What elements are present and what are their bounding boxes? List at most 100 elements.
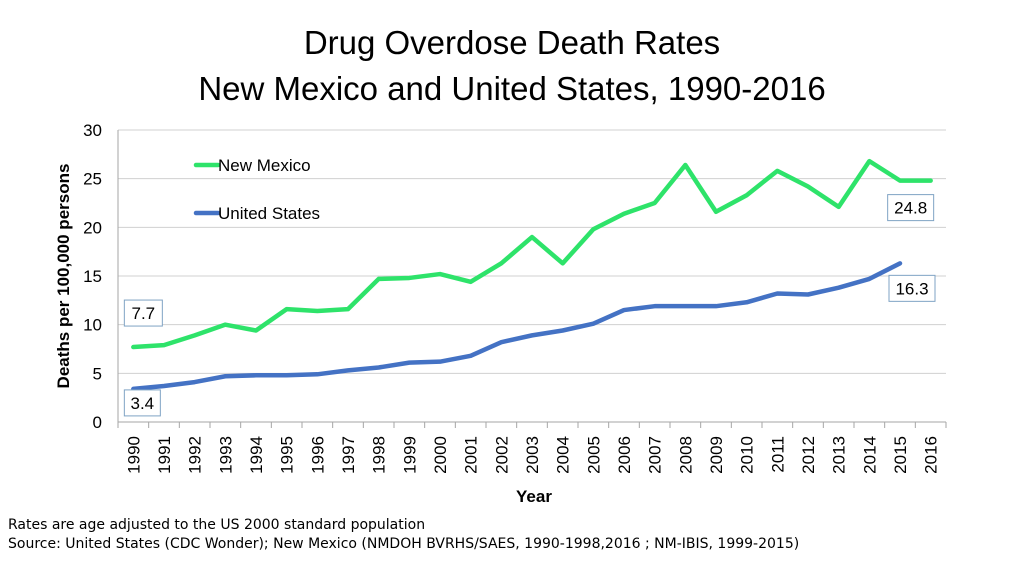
x-tick-label-2001: 2001: [462, 436, 481, 474]
x-tick-label-1998: 1998: [370, 436, 389, 474]
data-point-new-mexico: [713, 209, 719, 215]
legend-label-new-mexico: New Mexico: [218, 156, 311, 175]
data-point-united-states: [222, 373, 228, 379]
x-tick-label-2014: 2014: [860, 436, 879, 474]
x-tick-label-2016: 2016: [922, 436, 941, 474]
y-tick-label: 0: [93, 413, 102, 432]
data-point-united-states: [529, 332, 535, 338]
x-tick-label-2005: 2005: [584, 436, 603, 474]
data-point-united-states: [682, 303, 688, 309]
data-label: 7.7: [132, 304, 156, 323]
x-tick-label-1997: 1997: [339, 436, 358, 474]
x-tick-label-1996: 1996: [308, 436, 327, 474]
x-tick-label-2004: 2004: [554, 436, 573, 474]
data-point-united-states: [744, 299, 750, 305]
data-point-united-states: [345, 367, 351, 373]
data-point-united-states: [406, 360, 412, 366]
data-point-new-mexico: [652, 200, 658, 206]
x-tick-label-1991: 1991: [155, 436, 174, 474]
data-point-new-mexico: [406, 275, 412, 281]
data-point-new-mexico: [468, 279, 474, 285]
data-label-box: [123, 389, 161, 417]
data-point-united-states: [713, 303, 719, 309]
data-point-united-states: [560, 328, 566, 334]
data-point-new-mexico: [836, 204, 842, 210]
data-point-new-mexico: [161, 342, 167, 348]
data-point-united-states: [621, 307, 627, 313]
data-point-united-states: [253, 372, 259, 378]
data-point-united-states: [192, 379, 198, 385]
data-point-united-states: [866, 276, 872, 282]
data-point-united-states: [897, 260, 903, 266]
data-label: 24.8: [894, 199, 927, 218]
x-tick-label-2006: 2006: [615, 436, 634, 474]
data-point-new-mexico: [192, 332, 198, 338]
y-tick-label: 30: [83, 121, 102, 140]
x-tick-label-2015: 2015: [891, 436, 910, 474]
x-tick-label-2009: 2009: [707, 436, 726, 474]
data-point-new-mexico: [498, 260, 504, 266]
data-point-new-mexico: [345, 306, 351, 312]
data-point-new-mexico: [437, 271, 443, 277]
data-point-new-mexico: [805, 183, 811, 189]
y-tick-label: 20: [83, 218, 102, 237]
x-tick-label-2002: 2002: [492, 436, 511, 474]
series-line-united-states: [131, 261, 903, 392]
data-label-box: [887, 194, 935, 222]
x-tick-label-2011: 2011: [768, 436, 787, 473]
data-point-new-mexico: [253, 328, 259, 334]
data-point-new-mexico: [130, 344, 136, 350]
data-point-united-states: [805, 291, 811, 297]
x-tick-label-2003: 2003: [523, 436, 542, 474]
data-point-united-states: [590, 321, 596, 327]
data-label: 16.3: [895, 279, 928, 298]
x-tick-label-1990: 1990: [124, 436, 143, 474]
series-line-new-mexico: [131, 158, 933, 350]
x-tick-label-2012: 2012: [799, 436, 818, 474]
data-point-new-mexico: [744, 192, 750, 198]
y-tick-label: 25: [83, 170, 102, 189]
x-tick-label-2007: 2007: [646, 436, 665, 474]
data-point-united-states: [376, 364, 382, 370]
data-point-united-states: [437, 359, 443, 365]
data-point-new-mexico: [866, 158, 872, 164]
footnote-age-adjusted: Rates are age adjusted to the US 2000 st…: [8, 517, 426, 533]
x-tick-label-1993: 1993: [216, 436, 235, 474]
data-point-new-mexico: [314, 308, 320, 314]
y-axis-title: Deaths per 100,000 persons: [54, 164, 73, 389]
y-tick-label: 10: [83, 316, 102, 335]
data-point-united-states: [284, 372, 290, 378]
chart-title-line-2: New Mexico and United States, 1990-2016: [198, 70, 826, 107]
y-tick-label: 15: [83, 267, 102, 286]
data-point-united-states: [652, 303, 658, 309]
data-point-new-mexico: [897, 178, 903, 184]
data-point-united-states: [836, 285, 842, 291]
data-point-united-states: [774, 291, 780, 297]
data-point-united-states: [314, 371, 320, 377]
data-point-new-mexico: [682, 162, 688, 168]
data-label-box: [123, 299, 163, 327]
x-tick-label-1995: 1995: [278, 436, 297, 474]
data-point-new-mexico: [560, 260, 566, 266]
x-tick-label-1994: 1994: [247, 436, 266, 474]
data-point-new-mexico: [222, 322, 228, 328]
data-label: 3.4: [131, 394, 155, 413]
x-tick-label-2000: 2000: [431, 436, 450, 474]
data-point-united-states: [161, 383, 167, 389]
line-chart: 0 5 10 15 20 25 30 1990 1991 1992 1993 1994 1995 1996…: [54, 121, 947, 506]
x-tick-label-2013: 2013: [830, 436, 849, 474]
x-tick-label-2010: 2010: [738, 436, 757, 474]
x-tick-label-2008: 2008: [676, 436, 695, 474]
data-point-new-mexico: [928, 178, 934, 184]
x-tick-label-1999: 1999: [400, 436, 419, 474]
data-label-box: [888, 274, 936, 302]
data-point-united-states: [498, 339, 504, 345]
data-point-new-mexico: [376, 276, 382, 282]
data-point-united-states: [468, 353, 474, 359]
data-point-new-mexico: [529, 234, 535, 240]
data-point-new-mexico: [774, 168, 780, 174]
footnote-source: Source: United States (CDC Wonder); New …: [8, 536, 800, 552]
data-point-new-mexico: [590, 226, 596, 232]
legend-label-united-states: United States: [218, 204, 320, 223]
data-point-new-mexico: [621, 211, 627, 217]
